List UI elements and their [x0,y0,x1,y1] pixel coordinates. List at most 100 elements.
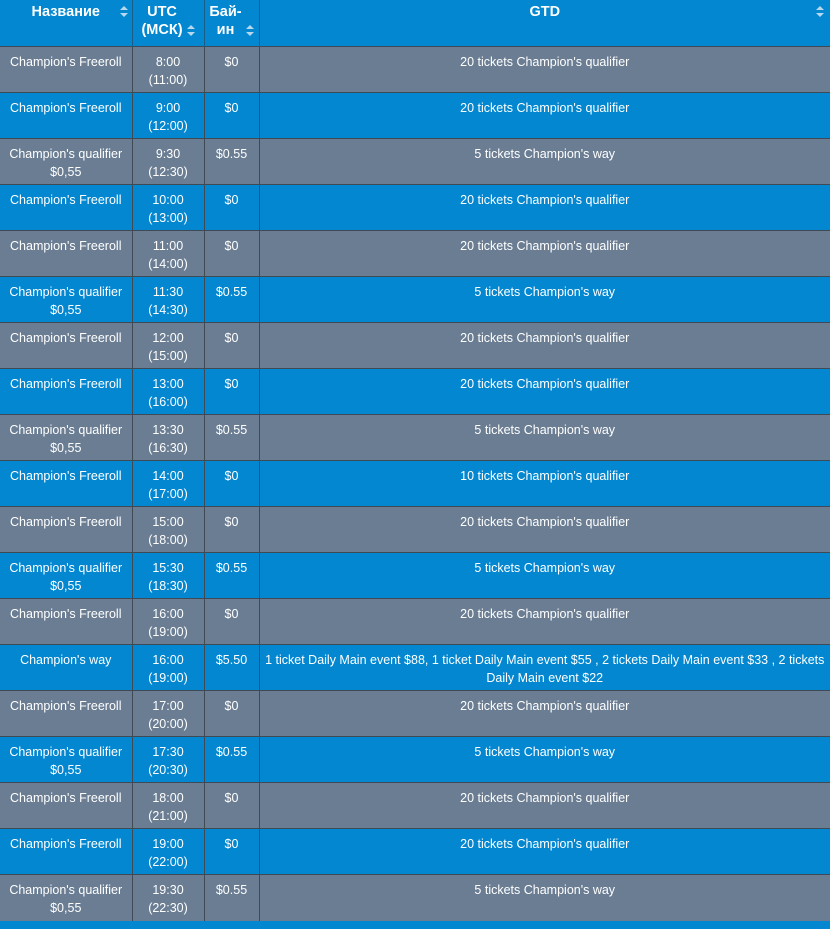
cell-gtd: 5 tickets Champion's way [259,138,830,185]
cell-buyin: $0 [204,828,260,875]
cell-gtd: 5 tickets Champion's way [259,414,830,461]
cell-gtd: 20 tickets Champion's qualifier [259,46,830,93]
table-row: Champion's Freeroll 11:00 (14:00) $0 20 tick… [0,230,830,277]
cell-time: 17:00 (20:00) [132,690,205,737]
table-row: Champion's Freeroll 8:00 (11:00) $0 20 ticke… [0,46,830,93]
cell-time: 11:30 (14:30) [132,276,205,323]
column-header-utc[interactable]: UTC (МСК) [132,0,205,47]
cell-time: 14:00 (17:00) [132,460,205,507]
cell-gtd: 10 tickets Champion's qualifier [259,460,830,507]
cell-gtd: 20 tickets Champion's qualifier [259,690,830,737]
cell-buyin: $0.55 [204,552,260,599]
sort-icon [186,24,195,36]
column-header-utc-label: UTC (МСК) [141,4,183,38]
cell-name: Champion's Freeroll [0,230,133,277]
cell-name: Champion's qualifier $0,55 [0,552,133,599]
cell-gtd: 20 tickets Champion's qualifier [259,828,830,875]
cell-name: Champion's Freeroll [0,184,133,231]
table-row: Champion's Freeroll 10:00 (13:00) $0 20 tick… [0,184,830,231]
cell-gtd: 20 tickets Champion's qualifier [259,598,830,645]
cell-name: Champion's Freeroll [0,92,133,139]
table-row: Champion's Freeroll 9:00 (12:00) $0 20 ticke… [0,92,830,139]
column-header-gtd[interactable]: GTD [259,0,830,47]
cell-gtd: 20 tickets Champion's qualifier [259,184,830,231]
table-row: Champion's Freeroll 16:00 (19:00) $0 20 tick… [0,598,830,645]
table-row: Champion's Freeroll 17:00 (20:00) $0 20 tick… [0,690,830,737]
cell-buyin: $0.55 [204,736,260,783]
cell-buyin: $0 [204,368,260,415]
cell-name: Champion's qualifier $0,55 [0,874,133,921]
column-header-buyin[interactable]: Бай-ин [204,0,260,47]
column-header-name-label: Название [31,4,100,20]
cell-buyin: $0 [204,506,260,553]
sort-icon [816,6,824,17]
cell-time: 16:00 (19:00) [132,598,205,645]
sort-icon [245,24,254,36]
cell-name: Champion's Freeroll [0,368,133,415]
cell-time: 10:00 (13:00) [132,184,205,231]
column-header-buyin-label: Бай-ин [209,4,242,38]
cell-name: Champion's qualifier $0,55 [0,736,133,783]
cell-name: Champion's Freeroll [0,460,133,507]
table-row: Champion's Freeroll 13:00 (16:00) $0 20 tick… [0,368,830,415]
cell-buyin: $0 [204,690,260,737]
cell-time: 16:00 (19:00) [132,644,205,691]
cell-name: Champion's Freeroll [0,46,133,93]
table-row: Champion's Freeroll 15:00 (18:00) $0 20 tick… [0,506,830,553]
table-row: Champion's qualifier $0,55 19:30 (22:30) $0… [0,874,830,921]
cell-time: 15:30 (18:30) [132,552,205,599]
table-row: Champion's qualifier $0,55 17:30 (20:30) $0… [0,736,830,783]
sort-icon [119,6,128,17]
table-row: Champion's way 16:00 (19:00) $5.50 1 ticket … [0,644,830,691]
cell-buyin: $0 [204,46,260,93]
cell-time: 19:30 (22:30) [132,874,205,921]
cell-gtd: 20 tickets Champion's qualifier [259,230,830,277]
cell-name: Champion's way [0,644,133,691]
table-row: Champion's Freeroll 18:00 (21:00) $0 20 tick… [0,782,830,829]
table-row: Champion's qualifier $0,55 9:30 (12:30) $0.… [0,138,830,185]
cell-buyin: $0.55 [204,414,260,461]
cell-time: 9:30 (12:30) [132,138,205,185]
cell-buyin: $0.55 [204,874,260,921]
cell-gtd: 20 tickets Champion's qualifier [259,506,830,553]
table-header-row: Название UTC (МСК) Бай-ин GTD [0,0,830,47]
cell-gtd: 1 ticket Daily Main event $88, 1 ticket … [259,644,830,691]
cell-time: 13:30 (16:30) [132,414,205,461]
cell-gtd: 20 tickets Champion's qualifier [259,322,830,369]
cell-time: 18:00 (21:00) [132,782,205,829]
cell-time: 12:00 (15:00) [132,322,205,369]
cell-time: 8:00 (11:00) [132,46,205,93]
table-row: Champion's Freeroll 12:00 (15:00) $0 20 tick… [0,322,830,369]
cell-buyin: $0 [204,460,260,507]
cell-buyin: $0 [204,184,260,231]
cell-gtd: 20 tickets Champion's qualifier [259,368,830,415]
cell-buyin: $0.55 [204,276,260,323]
column-header-gtd-label: GTD [529,4,561,20]
cell-gtd: 5 tickets Champion's way [259,552,830,599]
table-row: Champion's qualifier $0,55 11:30 (14:30) $0… [0,276,830,323]
cell-gtd: 5 tickets Champion's way [259,874,830,921]
cell-name: Champion's qualifier $0,55 [0,138,133,185]
cell-name: Champion's Freeroll [0,598,133,645]
cell-name: Champion's qualifier $0,55 [0,414,133,461]
cell-name: Champion's Freeroll [0,322,133,369]
cell-buyin: $0 [204,782,260,829]
cell-name: Champion's Freeroll [0,828,133,875]
table-row: Champion's Freeroll 14:00 (17:00) $0 10 tick… [0,460,830,507]
cell-time: 15:00 (18:00) [132,506,205,553]
cell-time: 19:00 (22:00) [132,828,205,875]
cell-time: 9:00 (12:00) [132,92,205,139]
cell-gtd: 20 tickets Champion's qualifier [259,782,830,829]
cell-buyin: $0 [204,322,260,369]
cell-name: Champion's Freeroll [0,690,133,737]
cell-gtd: 5 tickets Champion's way [259,736,830,783]
cell-buyin: $5.50 [204,644,260,691]
cell-buyin: $0 [204,230,260,277]
table-row: Champion's Freeroll 19:00 (22:00) $0 20 tick… [0,828,830,875]
column-header-name[interactable]: Название [0,0,133,47]
table-row: Champion's qualifier $0,55 15:30 (18:30) $0… [0,552,830,599]
cell-name: Champion's Freeroll [0,782,133,829]
cell-name: Champion's Freeroll [0,506,133,553]
cell-gtd: 20 tickets Champion's qualifier [259,92,830,139]
